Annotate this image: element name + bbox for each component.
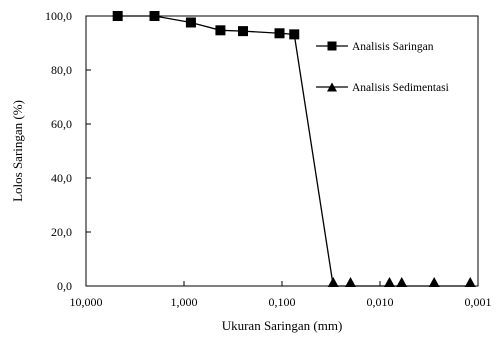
- y-tick-label: 80,0: [51, 63, 72, 77]
- series-line: [117, 15, 295, 36]
- data-point-square: [274, 28, 285, 39]
- x-tick-label: 0,010: [367, 295, 394, 309]
- legend-marker-triangle: [327, 82, 337, 92]
- data-point-triangle: [464, 277, 476, 287]
- legend: Analisis Saringan Analisis Sedimentasi: [316, 41, 449, 94]
- data-point-square: [149, 11, 160, 21]
- legend-marker-square: [327, 41, 337, 51]
- series-layer: [112, 11, 476, 287]
- x-tick-label: 1,000: [171, 295, 198, 309]
- y-axis-title: Lolos Saringan (%): [10, 100, 25, 202]
- y-tick-label: 40,0: [51, 171, 72, 185]
- data-point-triangle: [344, 277, 356, 287]
- x-tick-label: 10,000: [70, 295, 103, 309]
- data-point-triangle: [383, 277, 395, 287]
- data-point-triangle: [428, 277, 440, 287]
- plot-frame: [85, 15, 479, 287]
- x-tick-label: 0,100: [269, 295, 296, 309]
- x-tick-label: 0,001: [465, 295, 492, 309]
- x-axis-title: Ukuran Saringan (mm): [222, 318, 343, 333]
- legend-label: Analisis Saringan: [352, 41, 434, 53]
- legend-item: Analisis Sedimentasi: [316, 82, 449, 94]
- plot-area: [85, 15, 479, 287]
- data-point-triangle: [396, 277, 408, 287]
- data-point-square: [215, 25, 226, 36]
- data-point-triangle: [327, 277, 339, 287]
- data-point-square: [185, 17, 196, 28]
- series-line: [293, 34, 471, 287]
- legend-item: Analisis Saringan: [316, 41, 434, 53]
- y-tick-label: 0,0: [57, 279, 72, 293]
- legend-label: Analisis Sedimentasi: [352, 82, 449, 94]
- tick-layer: 0,0 20,0 40,0 60,0 80,0 100,0 10,000 1,000 0,100…: [45, 9, 492, 309]
- series-1: [112, 11, 300, 40]
- series-2: [293, 34, 476, 287]
- data-point-square: [112, 11, 123, 21]
- data-point-square: [238, 26, 249, 37]
- y-tick-label: 60,0: [51, 117, 72, 131]
- y-tick-label: 100,0: [45, 9, 72, 23]
- y-tick-label: 20,0: [51, 225, 72, 239]
